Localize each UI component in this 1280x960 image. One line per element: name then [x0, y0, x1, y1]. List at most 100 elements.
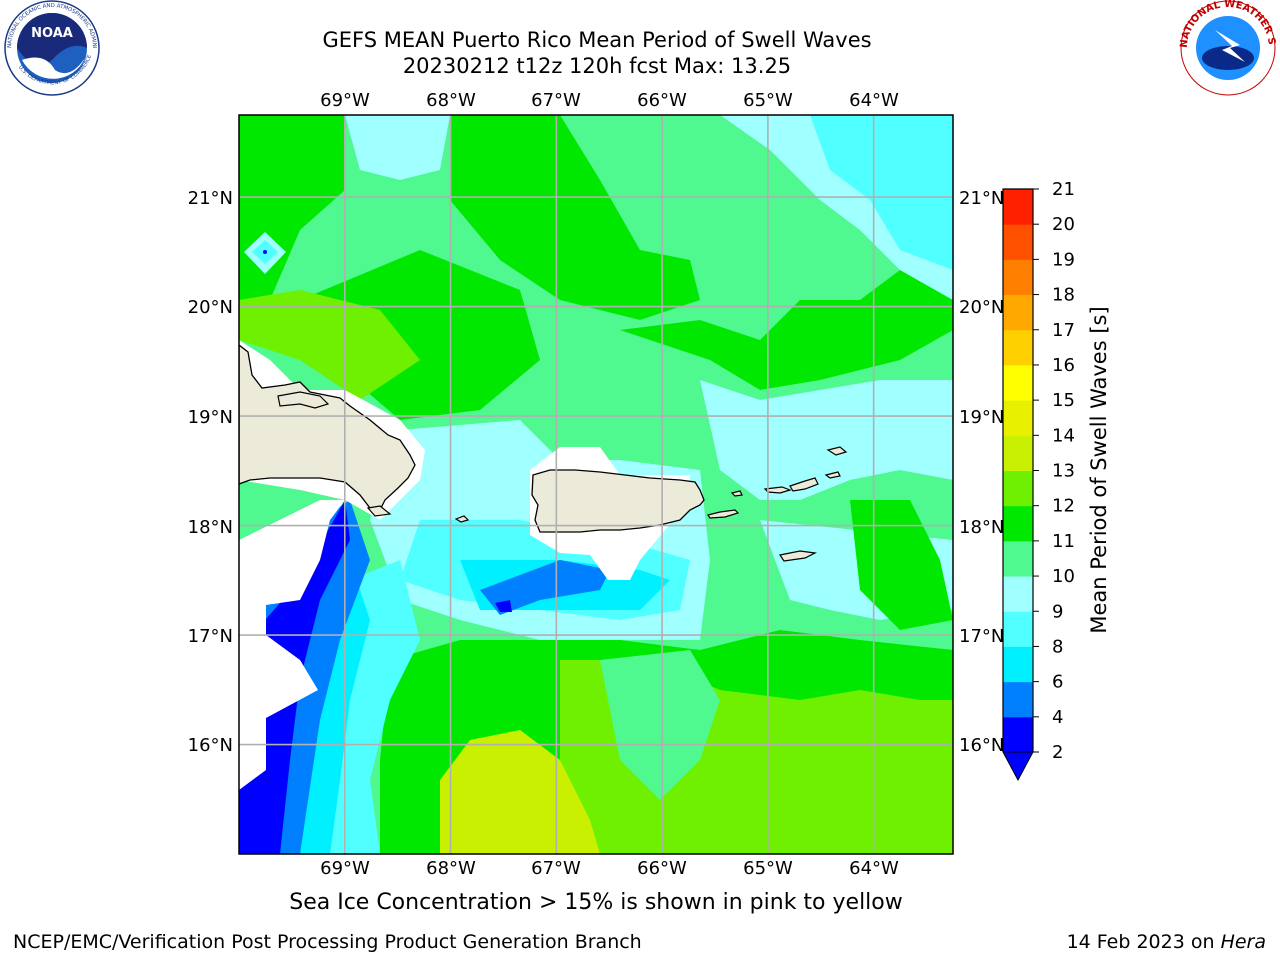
footer-host: Hera: [1220, 931, 1266, 953]
lat-tick-right: 17°N: [959, 626, 1004, 647]
map-frame: [238, 114, 954, 855]
colorbar-tick-label: 8: [1052, 636, 1063, 657]
colorbar-tick-label: 16: [1052, 355, 1075, 376]
lon-tick-bottom: 69°W: [320, 858, 370, 879]
colorbar-swatch: [1003, 435, 1033, 471]
field-lightcyan-e: [700, 380, 953, 500]
land-mona: [454, 515, 470, 523]
colorbar-swatch: [1003, 189, 1033, 225]
lon-tick-top: 64°W: [849, 90, 899, 111]
colorbar-tick-label: 9: [1052, 601, 1063, 622]
svg-text:NATIONAL WEATHER SERVICE: NATIONAL WEATHER SERVICE: [0, 0, 1277, 48]
lat-tick-left: 18°N: [188, 517, 233, 538]
lat-tick-left: 20°N: [188, 297, 233, 318]
colorbar-swatch: [1003, 400, 1033, 436]
field-darkblue-spot: [263, 250, 267, 254]
colorbar-tick-label: 18: [1052, 285, 1075, 306]
colorbar-swatch: [1003, 646, 1033, 683]
field-lightcyan-n: [345, 115, 450, 180]
lon-tick-top: 66°W: [637, 90, 687, 111]
lon-tick-bottom: 67°W: [531, 858, 581, 879]
lon-tick-bottom: 68°W: [426, 858, 476, 879]
colorbar-tick-label: 13: [1052, 461, 1075, 482]
land-hispaniola: [239, 344, 416, 511]
colorbar-swatch: [1003, 505, 1033, 542]
field-green-e: [850, 500, 953, 630]
colorbar-swatch: [1003, 681, 1033, 718]
colorbar-swatch: [1003, 611, 1033, 647]
colorbar-tick-label: 10: [1052, 566, 1075, 587]
colorbar-swatch: [1003, 470, 1033, 507]
colorbar-tick-label: 12: [1052, 496, 1075, 517]
colorbar-tick-label: 17: [1052, 320, 1075, 341]
noaa-logo-text: NOAA: [31, 26, 73, 41]
map-title: GEFS MEAN Puerto Rico Mean Period of Swe…: [322, 28, 872, 52]
field-yellowgreen-s: [440, 730, 600, 854]
colorbar-tick-label: 6: [1052, 672, 1063, 693]
field-cyan-ne: [810, 115, 953, 270]
swell-period-field: [239, 115, 953, 854]
lon-tick-bottom: 66°W: [637, 858, 687, 879]
field-lime-n: [239, 290, 420, 400]
field-darkblue-s: [495, 600, 512, 612]
field-green-ne: [620, 270, 953, 390]
lat-tick-right: 18°N: [959, 517, 1004, 538]
colorbar-swatch: [1003, 716, 1033, 753]
colorbar-label: Mean Period of Swell Waves [s]: [1087, 306, 1111, 633]
land-bvi: [789, 477, 819, 492]
colorbar-swatch: [1003, 364, 1033, 401]
noaa-logo: NOAA NATIONAL OCEANIC AND ATMOSPHERIC AD…: [0, 0, 100, 96]
colorbar-swatch: [1003, 294, 1033, 331]
colorbar-tick-label: 2: [1052, 742, 1063, 763]
land-anegada: [824, 471, 841, 479]
colorbar-tick-label: 21: [1052, 179, 1075, 200]
land-st-croix: [779, 550, 818, 562]
lon-ticks-bottom: 69°W 68°W 67°W 66°W 65°W 64°W: [320, 858, 899, 879]
map-subtitle: 20230212 t12z 120h fcst Max: 13.25: [402, 54, 792, 78]
nws-ring-text: NATIONAL WEATHER SERVICE: [0, 0, 1277, 48]
lat-tick-right: 20°N: [959, 297, 1004, 318]
lon-ticks-top: 69°W 68°W 67°W 66°W 65°W 64°W: [320, 90, 899, 111]
colorbar-swatch: [1003, 224, 1033, 260]
lat-tick-right: 21°N: [959, 188, 1004, 209]
lon-tick-top: 65°W: [743, 90, 793, 111]
field-blue-s: [480, 560, 610, 615]
land-hisp-west: [277, 391, 330, 409]
colorbar-swatch: [1003, 329, 1033, 366]
land-culebra: [730, 490, 743, 497]
lat-ticks-right: 21°N 20°N 19°N 18°N 17°N 16°N: [959, 188, 1004, 756]
lat-tick-left: 16°N: [188, 735, 233, 756]
colorbar-swatch: [1003, 259, 1033, 296]
map-grid: [239, 115, 953, 854]
colorbar-tick-label: 14: [1052, 425, 1075, 446]
colorbar: 21 20 19 18 17 16 15 14 13 12 11 10 9 8 6 4 2: [1002, 179, 1075, 782]
colorbar-tick-label: 15: [1052, 390, 1075, 411]
land-hisp-south: [366, 505, 392, 517]
sea-ice-caption: Sea Ice Concentration > 15% is shown in …: [289, 890, 903, 915]
lat-tick-left: 19°N: [188, 407, 233, 428]
lat-ticks-left: 21°N 20°N 19°N 18°N 17°N 16°N: [188, 188, 233, 756]
field-lightgreen-s2: [600, 650, 720, 800]
lat-tick-left: 17°N: [188, 626, 233, 647]
colorbar-tick-label: 20: [1052, 214, 1075, 235]
lat-tick-right: 16°N: [959, 735, 1004, 756]
colorbar-tick-label: 11: [1052, 531, 1075, 552]
field-green-n: [450, 115, 700, 320]
land-vieques: [707, 509, 740, 519]
colorbar-extend-arrow: [1002, 751, 1034, 782]
land-puerto-rico: [531, 469, 705, 533]
footer-date: 14 Feb 2023 on Hera: [1067, 931, 1266, 953]
lon-tick-top: 69°W: [320, 90, 370, 111]
masked-west: [239, 500, 345, 790]
lon-tick-bottom: 65°W: [743, 858, 793, 879]
lon-tick-top: 68°W: [426, 90, 476, 111]
colorbar-swatch: [1003, 576, 1033, 612]
lat-tick-right: 19°N: [959, 407, 1004, 428]
land-small-north: [826, 446, 848, 456]
footer-date-text: 14 Feb 2023 on: [1066, 931, 1221, 953]
footer-credit: NCEP/EMC/Verification Post Processing Pr…: [13, 931, 642, 953]
lat-tick-left: 21°N: [188, 188, 233, 209]
lon-tick-bottom: 64°W: [849, 858, 899, 879]
colorbar-tick-label: 4: [1052, 707, 1063, 728]
